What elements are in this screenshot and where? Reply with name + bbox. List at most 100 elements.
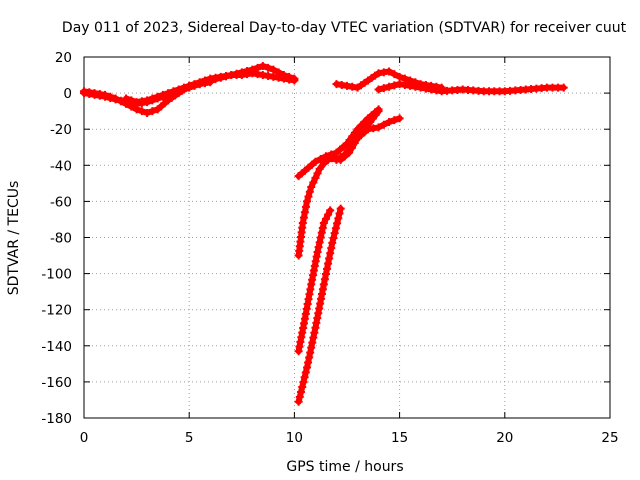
data-point — [324, 259, 333, 268]
y-tick-label: -120 — [41, 303, 72, 319]
data-point — [319, 280, 328, 289]
data-point — [304, 358, 313, 367]
data-point — [379, 120, 388, 129]
data-point — [299, 378, 308, 387]
data-point — [298, 383, 307, 392]
series-track-8 — [294, 107, 383, 260]
data-point — [323, 264, 332, 273]
data-point — [395, 72, 404, 81]
data-point — [111, 95, 120, 104]
data-point — [301, 368, 310, 377]
data-point — [320, 275, 329, 284]
data-point — [211, 75, 220, 84]
series-track-10 — [294, 204, 345, 406]
data-point — [307, 182, 316, 191]
data-point — [264, 63, 273, 72]
data-point — [179, 83, 188, 92]
y-tick-label: -100 — [41, 267, 72, 283]
data-point — [328, 154, 337, 163]
data-point — [334, 214, 343, 223]
data-point — [106, 94, 115, 103]
data-point — [319, 159, 328, 168]
data-point — [314, 243, 323, 252]
y-tick-label: 0 — [63, 86, 72, 102]
data-point — [325, 254, 334, 263]
y-tick-label: -160 — [41, 375, 72, 391]
data-point — [303, 197, 312, 206]
data-point — [269, 65, 278, 74]
data-point — [335, 209, 344, 218]
data-point — [330, 229, 339, 238]
y-tick-label: 20 — [55, 50, 72, 66]
data-point — [206, 78, 215, 87]
data-point — [116, 96, 125, 105]
data-point — [316, 154, 325, 163]
data-point — [313, 247, 322, 256]
data-point — [306, 348, 315, 357]
data-point — [248, 65, 257, 74]
data-point — [559, 83, 568, 92]
data-point — [279, 71, 288, 80]
data-point — [122, 94, 131, 103]
y-tick-label: -20 — [50, 122, 72, 138]
data-point — [127, 96, 136, 105]
data-point — [328, 238, 337, 247]
data-point — [318, 223, 327, 232]
data-point — [324, 210, 333, 219]
data-point — [305, 353, 314, 362]
data-point — [336, 153, 345, 162]
data-point — [331, 224, 340, 233]
x-axis-label: GPS time / hours — [286, 459, 403, 475]
y-tick-label: -180 — [41, 411, 72, 427]
data-point — [336, 204, 345, 213]
data-point — [316, 233, 325, 242]
data-point — [326, 249, 335, 258]
data-point — [299, 213, 308, 222]
data-point — [333, 219, 342, 228]
data-series — [80, 62, 568, 406]
axes — [83, 56, 611, 419]
data-point — [169, 87, 178, 96]
data-point — [243, 66, 252, 75]
data-point — [301, 202, 310, 211]
data-point — [285, 72, 294, 81]
y-tick-label: -80 — [50, 231, 72, 247]
data-point — [274, 68, 283, 77]
data-point — [310, 328, 319, 337]
data-point — [304, 192, 313, 201]
data-point — [390, 116, 399, 125]
data-point — [317, 228, 326, 237]
series-track-5 — [374, 80, 568, 96]
data-point — [374, 85, 383, 94]
data-point — [222, 72, 231, 81]
data-point — [374, 123, 383, 132]
data-point — [300, 208, 309, 217]
series-track-9 — [294, 206, 335, 356]
grid — [84, 57, 610, 418]
data-point — [101, 92, 110, 101]
data-point — [158, 90, 167, 99]
data-point — [309, 333, 318, 342]
data-point — [232, 69, 241, 78]
data-point — [308, 338, 317, 347]
data-point — [300, 373, 309, 382]
data-point — [390, 70, 399, 79]
data-point — [385, 67, 394, 76]
data-point — [137, 107, 146, 116]
data-point — [237, 68, 246, 77]
data-point — [311, 157, 320, 166]
data-point — [332, 155, 341, 164]
data-point — [313, 169, 322, 178]
data-point — [258, 62, 267, 71]
data-point — [253, 63, 262, 72]
y-tick-label: -140 — [41, 339, 72, 355]
data-point — [327, 244, 336, 253]
data-point — [315, 164, 324, 173]
tick-labels: 0 5 10 15 20 25 20 0 -20 -40 -60 -80 -100 -120 -140 -16… — [41, 50, 618, 446]
data-point — [329, 234, 338, 243]
y-tick-label: -60 — [50, 194, 72, 210]
x-tick-label: 0 — [80, 430, 89, 446]
data-point — [216, 73, 225, 82]
data-point — [143, 108, 152, 117]
